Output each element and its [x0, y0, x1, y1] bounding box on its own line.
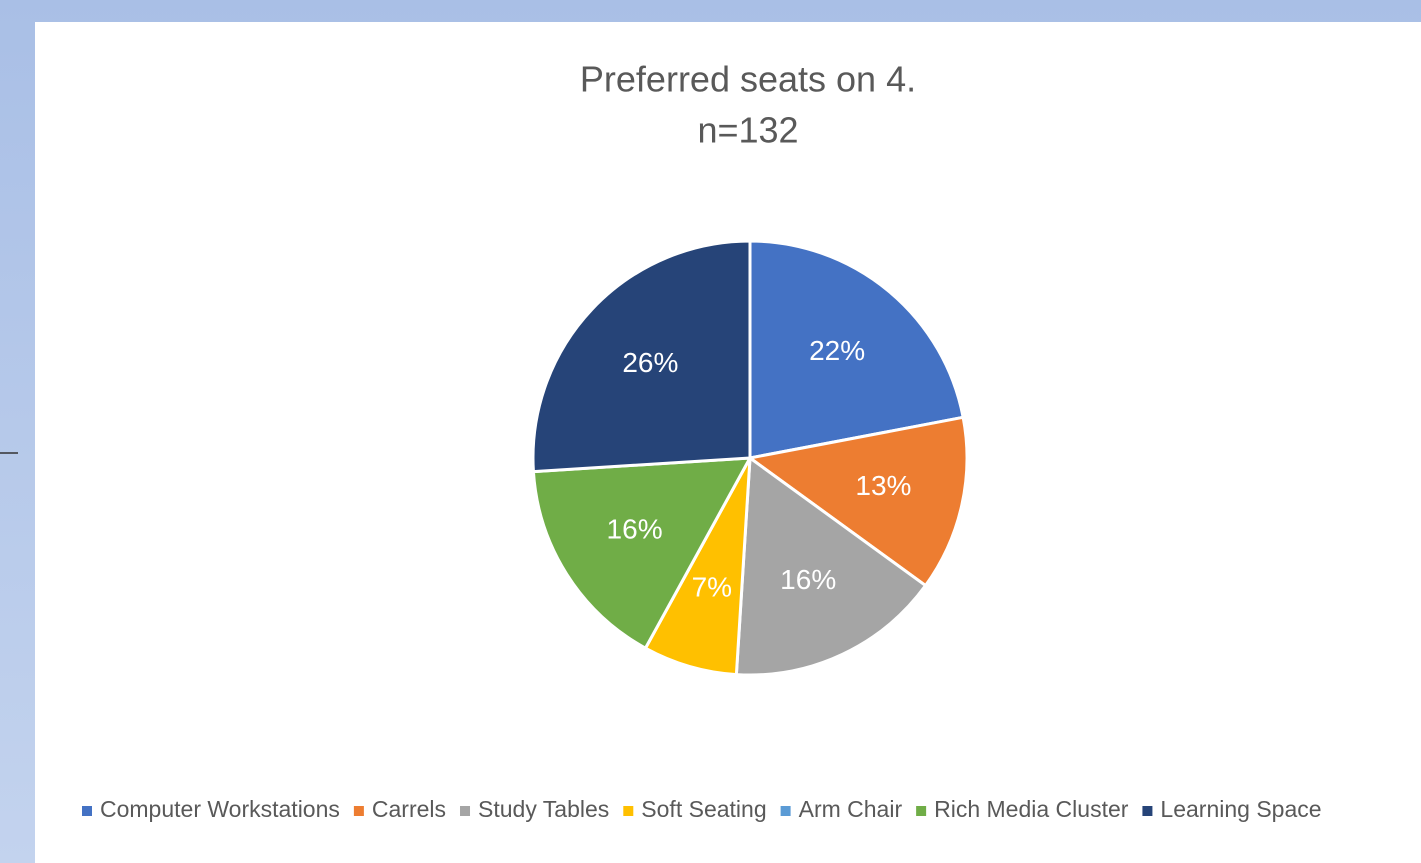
chart-subtitle: n=132 [697, 110, 798, 151]
legend-swatch [460, 806, 471, 816]
legend-label: Soft Seating [641, 796, 766, 822]
legend-swatch [780, 806, 791, 816]
legend-swatch [916, 806, 927, 816]
data-label: 26% [622, 347, 678, 378]
legend-label: Rich Media Cluster [934, 796, 1129, 822]
data-label: 7% [692, 572, 732, 603]
data-label: 13% [855, 470, 911, 501]
pie-slice [531, 456, 753, 651]
pie-slice [748, 239, 965, 460]
legend-swatch [623, 806, 634, 816]
legend-swatch [1142, 806, 1153, 816]
chart-title: Preferred seats on 4. [580, 59, 916, 100]
pie-slice [531, 239, 752, 474]
legend-label: Arm Chair [799, 796, 903, 822]
legend-swatch [353, 806, 364, 816]
pie-slice [746, 415, 969, 588]
data-label: 16% [780, 564, 836, 595]
legend-label: Computer Workstations [100, 796, 340, 822]
pie-slice [734, 455, 928, 677]
legend-swatch [82, 806, 92, 816]
data-label: 16% [607, 514, 663, 545]
data-label: 22% [809, 335, 865, 366]
legend-label: Learning Space [1160, 796, 1321, 822]
legend-label: Carrels [372, 796, 446, 822]
legend-label: Study Tables [478, 796, 609, 822]
